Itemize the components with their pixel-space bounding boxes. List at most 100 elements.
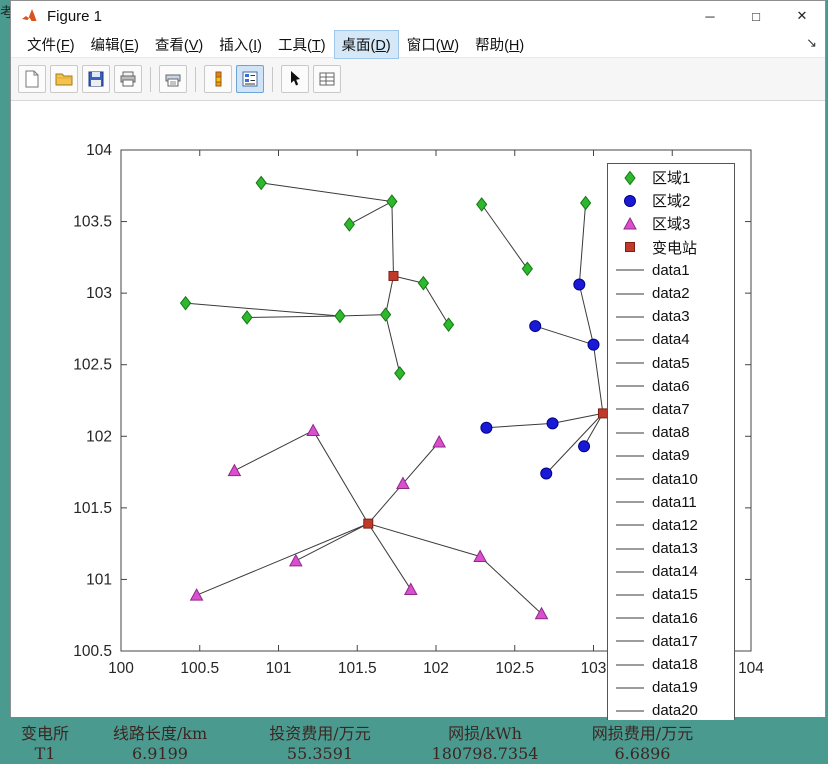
pointer-icon[interactable] <box>281 65 309 93</box>
marker-series-2 <box>480 421 493 434</box>
legend-entry-line-5: data5 <box>608 352 734 375</box>
legend-entry-line-7-label: data7 <box>652 400 690 418</box>
legend-entry-line-13-label: data13 <box>652 540 698 558</box>
edge-data26 <box>367 523 412 590</box>
legend-entry-line-1: data1 <box>608 259 734 282</box>
edge-data3 <box>391 201 394 276</box>
marker-series-2 <box>573 278 586 291</box>
save-icon[interactable] <box>82 65 110 93</box>
titlebar: Figure 1 ─ □ ✕ <box>11 1 825 31</box>
legend-entry-line-8-label: data8 <box>652 424 690 442</box>
legend-entry-line-17-sample <box>616 640 644 642</box>
marker-series-1 <box>241 310 253 325</box>
window-title: Figure 1 <box>47 7 103 25</box>
legend-entry-line-11: data11 <box>608 491 734 514</box>
marker-series-1 <box>579 195 592 211</box>
maximize-button[interactable]: □ <box>733 1 779 31</box>
legend-entry-line-13: data13 <box>608 537 734 560</box>
marker-series-1 <box>334 308 346 324</box>
edge-data7 <box>339 314 386 317</box>
menu-item-5[interactable]: 工具(T) <box>277 37 326 54</box>
value-cell: T1 <box>34 743 56 763</box>
menu-item-2[interactable]: 编辑(E) <box>90 37 139 54</box>
menu-item-4[interactable]: 插入(I) <box>219 37 262 54</box>
x-tick-label: 102.5 <box>495 660 534 677</box>
legend-entry-line-2-sample <box>616 293 644 295</box>
marker-series-1 <box>394 365 406 381</box>
marker-series-1 <box>442 317 455 332</box>
menu-item-1[interactable]: 文件(F) <box>27 37 75 54</box>
value-cell: 6.6896 <box>614 743 671 763</box>
marker-series-4 <box>363 518 374 529</box>
menu-item-6[interactable]: 桌面(D) <box>333 29 399 59</box>
edge-data12 <box>578 202 587 285</box>
edge-data22 <box>367 483 404 524</box>
edge-data14 <box>535 325 594 346</box>
value-cell: 6.9199 <box>132 743 188 763</box>
legend-marker <box>623 216 637 230</box>
desktop-partial-text: 考 <box>0 4 10 20</box>
edge-data16 <box>486 422 553 429</box>
open-folder-icon[interactable] <box>50 65 78 93</box>
legend-entry-line-20-label: data20 <box>652 702 698 720</box>
header-cell: 网损费用/万元 <box>591 724 694 743</box>
marker-series-1 <box>417 275 430 291</box>
menu-item-7[interactable]: 窗口(W) <box>406 37 460 54</box>
legend-entry-line-17-label: data17 <box>652 632 698 650</box>
legend-entry-line-14: data14 <box>608 560 734 583</box>
print-preview-icon[interactable] <box>159 65 187 93</box>
legend-box[interactable]: 区域1 区域2 区域3 变电站 data1 data2 data3 data4 data5 dat… <box>607 163 735 720</box>
legend-entry-line-19-label: data19 <box>652 679 698 697</box>
legend-entry-line-19-sample <box>616 687 644 689</box>
legend-entry-line-1-label: data1 <box>652 261 690 279</box>
marker-series-1 <box>255 175 267 191</box>
legend-entry-line-15: data15 <box>608 583 734 606</box>
desktop-background-strip: 考 <box>0 0 10 717</box>
legend-entry-line-10-sample <box>616 478 644 480</box>
print-icon[interactable] <box>114 65 142 93</box>
close-button[interactable]: ✕ <box>779 1 825 31</box>
legend-entry-line-20-sample <box>616 710 644 712</box>
legend-entry-series-4: 变电站 <box>608 236 734 259</box>
y-tick-label: 102.5 <box>73 357 112 374</box>
legend-entry-line-7-sample <box>616 408 644 410</box>
marker-series-3 <box>396 476 410 490</box>
legend-entry-line-14-sample <box>616 571 644 573</box>
legend-entry-series-4-sample <box>625 242 635 253</box>
legend-marker <box>625 242 635 253</box>
marker-series-1 <box>521 261 533 277</box>
y-tick-label: 104 <box>86 142 112 159</box>
edge-data6 <box>385 275 394 315</box>
x-tick-label: 103 <box>581 660 607 677</box>
legend-entry-line-19: data19 <box>608 676 734 699</box>
legend-entry-line-4-sample <box>616 339 644 341</box>
insert-legend-icon[interactable] <box>236 65 264 93</box>
legend-entry-line-4-label: data4 <box>652 331 690 349</box>
legend-entry-line-8-sample <box>616 432 644 434</box>
edge-data5 <box>422 282 450 325</box>
new-document-icon[interactable] <box>18 65 46 93</box>
legend-entry-line-1-sample <box>616 269 644 271</box>
y-tick-label: 101.5 <box>73 500 112 517</box>
legend-entry-line-15-label: data15 <box>652 586 698 604</box>
colorbar-icon[interactable] <box>204 65 232 93</box>
menu-item-8[interactable]: 帮助(H) <box>475 37 525 54</box>
figure-canvas: 100100.5101101.5102102.5103103.5104100.5… <box>11 101 825 720</box>
legend-entry-line-5-label: data5 <box>652 354 690 372</box>
legend-entry-line-10: data10 <box>608 467 734 490</box>
legend-marker <box>624 194 636 207</box>
legend-entry-line-12: data12 <box>608 514 734 537</box>
x-tick-label: 101 <box>266 660 292 677</box>
menu-item-3[interactable]: 查看(V) <box>154 37 204 54</box>
minimize-button[interactable]: ─ <box>687 1 733 31</box>
y-tick-label: 102 <box>86 428 112 445</box>
value-cell: 55.3591 <box>286 743 354 763</box>
marker-series-3 <box>534 606 549 620</box>
legend-entry-series-3: 区域3 <box>608 212 734 235</box>
edge-data19 <box>545 413 604 474</box>
legend-entry-line-13-sample <box>616 548 644 550</box>
legend-entry-line-12-sample <box>616 524 644 526</box>
property-table-icon[interactable] <box>313 65 341 93</box>
legend-entry-line-6: data6 <box>608 375 734 398</box>
dock-figure-arrow[interactable]: ↘ <box>806 35 817 50</box>
